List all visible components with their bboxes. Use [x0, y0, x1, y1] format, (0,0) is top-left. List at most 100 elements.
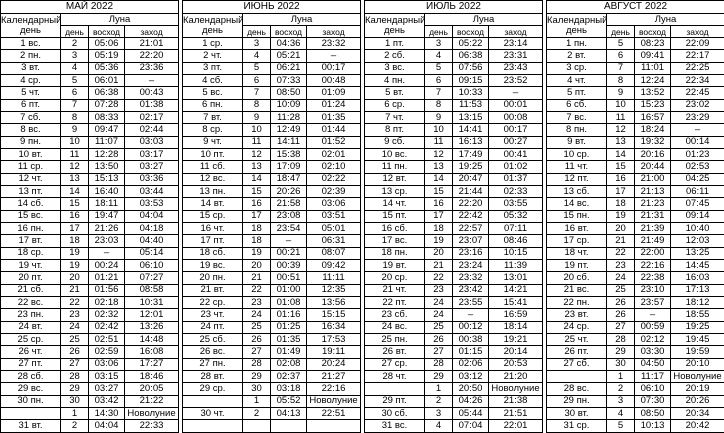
- calendar-day: 24 пт.: [183, 321, 243, 333]
- moon-day: 9: [61, 124, 89, 136]
- moonset: 07:11: [489, 222, 543, 234]
- moonset: 23:32: [307, 38, 361, 50]
- day-header: Календарный день: [183, 14, 243, 38]
- moonset: 19:45: [671, 333, 724, 345]
- moon-day: 23: [607, 259, 635, 271]
- moon-day: 16: [61, 210, 89, 222]
- moonset: 23:29: [671, 111, 724, 123]
- calendar-day: 11 чт.: [547, 161, 607, 173]
- calendar-day: 14 чт.: [365, 198, 425, 210]
- moonset: 01:09: [307, 87, 361, 99]
- calendar-day: 30 сб.: [365, 407, 425, 419]
- moonrise: 08:23: [635, 38, 671, 50]
- moonrise: 00:59: [635, 321, 671, 333]
- moonset: 04:04: [125, 210, 179, 222]
- moonset: 02:17: [125, 111, 179, 123]
- moon-day: 28: [425, 358, 453, 370]
- calendar-day: 16 чт.: [183, 222, 243, 234]
- moon-day: 13: [243, 161, 271, 173]
- calendar-day: 18 чт.: [547, 247, 607, 259]
- data-row: 17 пт.18–06:31: [183, 235, 361, 247]
- calendar-day: 15 вс.: [1, 210, 61, 222]
- moonrise: 16:57: [635, 111, 671, 123]
- calendar-day: 15 ср.: [183, 210, 243, 222]
- moon-day: 10: [425, 124, 453, 136]
- calendar-day: 7 сб.: [1, 111, 61, 123]
- moonset: 03:51: [307, 210, 361, 222]
- moon-day: 24: [61, 321, 89, 333]
- moonrise: 03:12: [453, 370, 489, 382]
- moon-header: Луна: [243, 14, 361, 26]
- calendar-day: 21 чт.: [365, 284, 425, 296]
- calendar-day: 7 вс.: [547, 111, 607, 123]
- calendar-day: 2 сб.: [365, 50, 425, 62]
- moon-day: 7: [607, 62, 635, 74]
- month-title: ИЮНЬ 2022: [183, 1, 361, 14]
- moonset: 14:48: [125, 333, 179, 345]
- moonrise: 01:16: [271, 309, 307, 321]
- moonrise: 02:51: [89, 333, 125, 345]
- moonrise: 07:30: [635, 395, 671, 407]
- moonset: 16:34: [307, 321, 361, 333]
- moonrise: 14:11: [271, 136, 307, 148]
- moon-day: 25: [607, 284, 635, 296]
- calendar-day: 26 чт.: [1, 346, 61, 358]
- moonrise: 22:57: [453, 222, 489, 234]
- moonset: 13:25: [671, 247, 724, 259]
- moon-day: 8: [243, 99, 271, 111]
- moonrise: 09:47: [89, 124, 125, 136]
- calendar-day: 2 вт.: [547, 50, 607, 62]
- moonset: 03:17: [125, 148, 179, 160]
- moonset: 21:27: [307, 370, 361, 382]
- rise-header: восход: [271, 26, 307, 38]
- rise-header: восход: [453, 26, 489, 38]
- calendar-day: 16 сб.: [365, 222, 425, 234]
- moon-day: 6: [425, 74, 453, 86]
- moonrise: 15:13: [89, 173, 125, 185]
- moon-day: 20: [61, 272, 89, 284]
- calendar-day: 23 сб.: [365, 309, 425, 321]
- empty-cell: [243, 420, 271, 432]
- moonrise: 04:36: [271, 38, 307, 50]
- moonrise: 02:42: [89, 321, 125, 333]
- moonset: 02:22: [307, 173, 361, 185]
- moon-day: 19: [607, 210, 635, 222]
- moonrise: 01:08: [271, 296, 307, 308]
- calendar-day: 18 ср.: [1, 247, 61, 259]
- moonrise: 15:23: [635, 99, 671, 111]
- moonrise: 01:00: [271, 284, 307, 296]
- moon-day: 2: [243, 407, 271, 419]
- empty-cell: [183, 420, 243, 432]
- moon-day: 21: [243, 272, 271, 284]
- moonrise: 23:08: [271, 210, 307, 222]
- moon-header: Луна: [425, 14, 543, 26]
- moon-day: 9: [425, 111, 453, 123]
- moon-day: 7: [425, 87, 453, 99]
- moonrise: 06:01: [89, 74, 125, 86]
- moonrise: 10:33: [453, 87, 489, 99]
- calendar-day: 28 вт.: [183, 370, 243, 382]
- calendar-day: 23 пн.: [1, 309, 61, 321]
- moon-day: 3: [61, 50, 89, 62]
- moon-header: Луна: [607, 14, 724, 26]
- calendar-day: 28 чт.: [365, 370, 425, 382]
- moon-day: 16: [607, 173, 635, 185]
- moon-day: 14: [607, 148, 635, 160]
